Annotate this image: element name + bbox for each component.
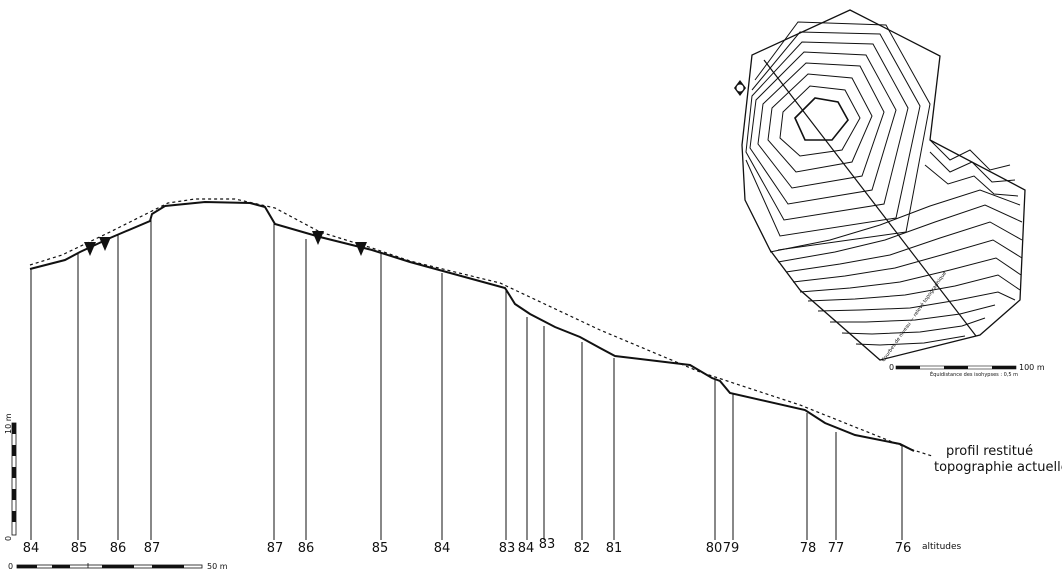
triangle-marker-icon xyxy=(99,237,111,251)
inset-contour-map xyxy=(741,9,1026,361)
altitude-label: 81 xyxy=(606,541,623,556)
altitude-label: 87 xyxy=(144,541,161,556)
vertical-scale-top-label: 10 m xyxy=(4,413,13,434)
triangle-marker-icon xyxy=(84,242,96,256)
altitude-label: 82 xyxy=(574,541,591,556)
inset-scale-bar: 0 100 m Équidistance des isohypses : 0,5… xyxy=(889,363,1045,378)
inset-equidistance-note: Équidistance des isohypses : 0,5 m xyxy=(930,370,1018,378)
altitude-labels: 84 85 86 87 87 86 85 84 83 84 83 82 81 8… xyxy=(23,537,912,556)
altitude-label: 83 xyxy=(539,537,556,552)
legend-restored-profile: profil restitué xyxy=(946,444,1033,459)
vertical-scale-bar: 10 m 0 xyxy=(4,413,17,541)
altitude-label: 78 xyxy=(800,541,817,556)
altitude-label: 86 xyxy=(298,541,315,556)
current-topography-line xyxy=(29,200,915,452)
profile-section-line xyxy=(763,59,977,337)
altitude-label: 86 xyxy=(110,541,127,556)
restored-profile-line xyxy=(29,198,933,457)
altitude-label: 79 xyxy=(723,541,740,556)
legend-current-topography: topographie actuelle xyxy=(934,460,1062,475)
inset-scale-end-label: 100 m xyxy=(1019,363,1045,372)
altitude-lines xyxy=(30,218,903,540)
altitude-label: 84 xyxy=(23,541,40,556)
inset-scale-start-label: 0 xyxy=(889,363,894,372)
profile-markers xyxy=(84,231,367,256)
vertical-scale-bottom-label: 0 xyxy=(4,536,13,541)
horizontal-scale-bar: 0 50 m xyxy=(8,562,228,571)
north-arrow-icon xyxy=(734,80,746,96)
altitude-label: 80 xyxy=(706,541,723,556)
altitude-label: 87 xyxy=(267,541,284,556)
altitude-label: 85 xyxy=(71,541,88,556)
altitude-label: 85 xyxy=(372,541,389,556)
inset-map-boundary xyxy=(741,9,1026,361)
altitude-label: 77 xyxy=(828,541,845,556)
horizontal-scale-start-label: 0 xyxy=(8,562,13,571)
altitude-label: 76 xyxy=(895,541,912,556)
triangle-marker-icon xyxy=(355,242,367,256)
triangle-marker-icon xyxy=(312,231,324,245)
altitude-label: 84 xyxy=(434,541,451,556)
altitude-label: 83 xyxy=(499,541,516,556)
altitudes-caption: altitudes xyxy=(922,542,962,552)
horizontal-scale-end-label: 50 m xyxy=(207,562,228,571)
altitude-label: 84 xyxy=(518,541,535,556)
